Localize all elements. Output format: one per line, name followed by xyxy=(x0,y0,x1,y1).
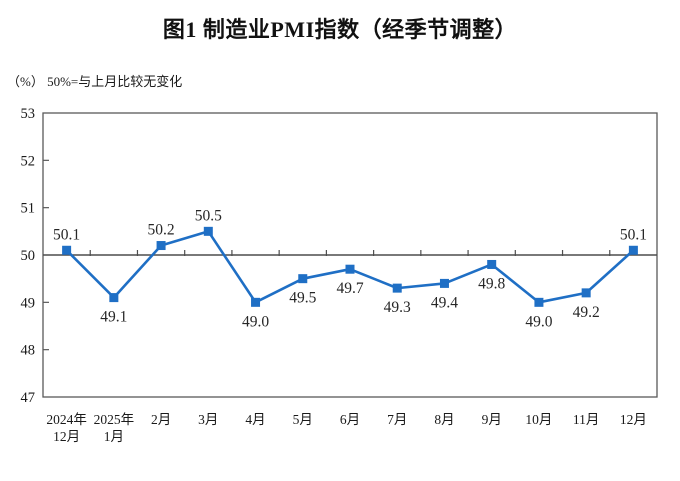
x-axis-category-label: 11月 xyxy=(573,412,600,427)
data-point-label: 49.4 xyxy=(431,294,458,311)
y-axis-tick-label: 50 xyxy=(21,248,36,264)
y-axis-tick-label: 47 xyxy=(21,390,36,406)
y-axis-tick-label: 51 xyxy=(21,201,36,217)
data-point-label: 50.1 xyxy=(620,226,647,243)
data-point-label: 49.8 xyxy=(478,275,505,292)
data-point-marker xyxy=(534,297,544,307)
y-axis-tick-label: 53 xyxy=(21,106,36,122)
chart-title: 图1 制造业PMI指数（经季节调整） xyxy=(162,17,518,42)
data-point-label: 49.0 xyxy=(242,313,269,330)
x-axis-category-label: 2025年 1月 xyxy=(94,412,135,444)
data-point-label: 50.1 xyxy=(53,226,80,243)
data-point-marker xyxy=(109,293,119,303)
x-axis-category-label: 6月 xyxy=(340,412,360,427)
y-axis-tick-label: 48 xyxy=(21,343,36,359)
data-point-label: 49.3 xyxy=(384,299,411,316)
data-point-marker xyxy=(251,297,261,307)
x-axis-category-label: 3月 xyxy=(198,412,218,427)
x-axis-category-label: 10月 xyxy=(525,412,552,427)
data-point-label: 49.2 xyxy=(573,304,600,321)
data-point-label: 49.5 xyxy=(289,290,316,307)
data-point-marker xyxy=(345,264,355,274)
x-axis-category-label: 8月 xyxy=(434,412,454,427)
data-point-label: 50.5 xyxy=(195,207,222,224)
data-point-label: 49.0 xyxy=(525,313,552,330)
x-axis-category-label: 5月 xyxy=(293,412,313,427)
data-point-marker xyxy=(439,278,449,288)
x-axis-category-label: 2月 xyxy=(151,412,171,427)
data-point-marker xyxy=(487,259,497,269)
data-point-marker xyxy=(628,245,638,255)
x-axis-category-label: 7月 xyxy=(387,412,407,427)
x-axis-category-label: 2024年 12月 xyxy=(46,412,87,444)
data-point-marker xyxy=(298,274,308,284)
y-axis-tick-label: 52 xyxy=(21,153,36,169)
data-point-label: 49.1 xyxy=(100,309,127,326)
data-point-marker xyxy=(203,226,213,236)
axis-unit-note: （%） 50%=与上月比较无变化 xyxy=(7,74,183,89)
x-axis-category-label: 9月 xyxy=(482,412,502,427)
data-point-label: 50.2 xyxy=(148,222,175,239)
data-point-marker xyxy=(156,241,166,251)
data-point-marker xyxy=(392,283,402,293)
data-point-marker xyxy=(62,245,72,255)
x-axis-category-label: 4月 xyxy=(245,412,265,427)
x-axis-category-label: 12月 xyxy=(620,412,647,427)
data-point-label: 49.7 xyxy=(336,280,363,297)
data-point-marker xyxy=(581,288,591,298)
y-axis-tick-label: 49 xyxy=(21,295,36,311)
